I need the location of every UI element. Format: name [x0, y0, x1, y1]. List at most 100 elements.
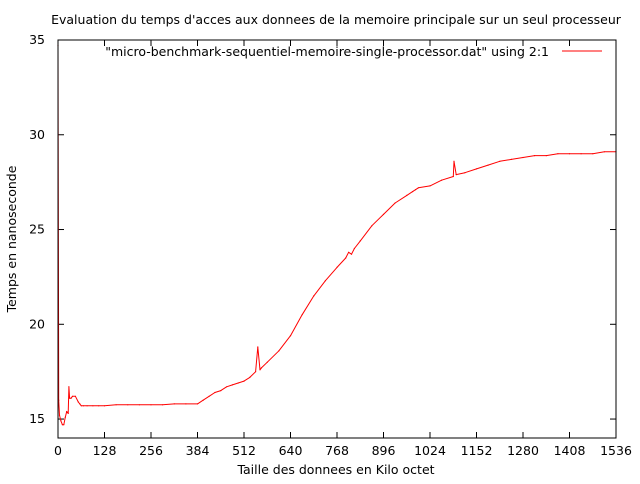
- data-point: [69, 397, 71, 399]
- data-point: [79, 403, 81, 405]
- data-point: [382, 213, 385, 215]
- x-tick-label: 512: [232, 443, 256, 458]
- data-point: [522, 156, 524, 159]
- data-point: [371, 225, 373, 227]
- data-point: [260, 367, 262, 369]
- data-point: [82, 405, 84, 407]
- data-point: [98, 405, 100, 407]
- data-point: [452, 175, 454, 178]
- x-tick-label: 1280: [507, 443, 539, 458]
- x-tick-label: 384: [186, 443, 210, 458]
- x-tick-label: 0: [54, 443, 62, 458]
- x-tick-label: 896: [372, 443, 396, 458]
- data-point: [63, 424, 65, 426]
- data-point: [278, 350, 280, 352]
- data-point: [412, 191, 414, 193]
- data-point: [127, 404, 129, 406]
- data-point: [464, 172, 466, 174]
- data-point: [336, 266, 338, 268]
- data-point: [259, 369, 261, 371]
- y-tick-label: 30: [29, 127, 45, 142]
- data-point: [103, 405, 106, 407]
- data-point: [70, 397, 72, 399]
- y-tick-label: 15: [29, 411, 45, 426]
- legend: "micro-benchmark-sequentiel-memoire-sing…: [105, 44, 602, 59]
- data-point: [557, 153, 559, 155]
- y-tick-label: 35: [29, 32, 45, 47]
- data-point: [568, 153, 571, 155]
- data-point: [64, 416, 66, 418]
- data-point: [475, 168, 478, 170]
- ticks-layer: 0 128 256 384 512 640 768 896 1024 1152 1280 1408 15…: [29, 32, 632, 458]
- data-point: [266, 361, 268, 363]
- data-point: [208, 395, 210, 397]
- data-point: [255, 371, 257, 373]
- data-point: [162, 404, 164, 406]
- data-point: [455, 174, 457, 176]
- data-point: [313, 295, 315, 297]
- data-point: [348, 251, 350, 253]
- x-tick-label: 640: [279, 443, 303, 458]
- x-tick-label: 128: [93, 443, 117, 458]
- data-point: [487, 164, 489, 166]
- data-point: [257, 346, 259, 348]
- data-point: [580, 153, 582, 155]
- data-point: [231, 384, 233, 386]
- data-point: [417, 187, 419, 189]
- data-point: [214, 391, 216, 394]
- data-point: [406, 194, 408, 196]
- y-tick-label: 25: [29, 222, 45, 237]
- data-point: [237, 382, 239, 384]
- data-point: [58, 414, 61, 416]
- data-point: [226, 386, 228, 388]
- data-point: [185, 403, 187, 405]
- data-point: [80, 405, 82, 407]
- chart-title: Evaluation du temps d'acces aux donnees …: [51, 12, 622, 27]
- data-point: [86, 405, 88, 407]
- x-tick-label: 768: [325, 443, 349, 458]
- x-tick-label: 1152: [461, 443, 493, 458]
- data-point: [545, 155, 547, 157]
- data-point: [243, 380, 245, 382]
- data-point: [353, 247, 355, 250]
- series-layer: [57, 45, 617, 426]
- data-point: [61, 424, 64, 426]
- y-axis-label: Temps en nanoseconde: [4, 165, 19, 313]
- data-point: [173, 403, 175, 405]
- data-point: [77, 401, 79, 403]
- data-point: [441, 179, 443, 181]
- data-point: [345, 257, 347, 259]
- plot-border: [57, 39, 617, 439]
- data-point: [138, 404, 140, 406]
- data-point: [350, 253, 353, 255]
- data-point: [60, 420, 62, 422]
- series-line: [57, 45, 616, 426]
- data-point: [67, 412, 69, 414]
- data-point: [359, 240, 361, 242]
- y-tick-label: 20: [29, 316, 45, 331]
- data-point: [249, 376, 251, 378]
- data-point: [534, 155, 536, 157]
- x-tick-label: 1408: [554, 443, 586, 458]
- x-tick-label: 1024: [414, 443, 446, 458]
- data-point: [499, 160, 501, 162]
- data-point: [220, 390, 222, 392]
- x-tick-label: 1536: [600, 443, 632, 458]
- data-point: [74, 395, 76, 397]
- data-point: [150, 404, 152, 406]
- data-point: [196, 403, 199, 405]
- data-point: [71, 395, 74, 397]
- x-axis-label: Taille des donnees en Kilo octet: [236, 462, 434, 477]
- data-point: [115, 404, 117, 406]
- data-point: [68, 386, 70, 388]
- data-point: [592, 153, 594, 155]
- x-tick-label: 256: [139, 443, 163, 458]
- data-point: [202, 399, 204, 401]
- data-point: [414, 189, 417, 191]
- data-point: [510, 158, 512, 160]
- data-point: [394, 202, 396, 204]
- data-point: [92, 405, 94, 407]
- data-point: [453, 160, 455, 162]
